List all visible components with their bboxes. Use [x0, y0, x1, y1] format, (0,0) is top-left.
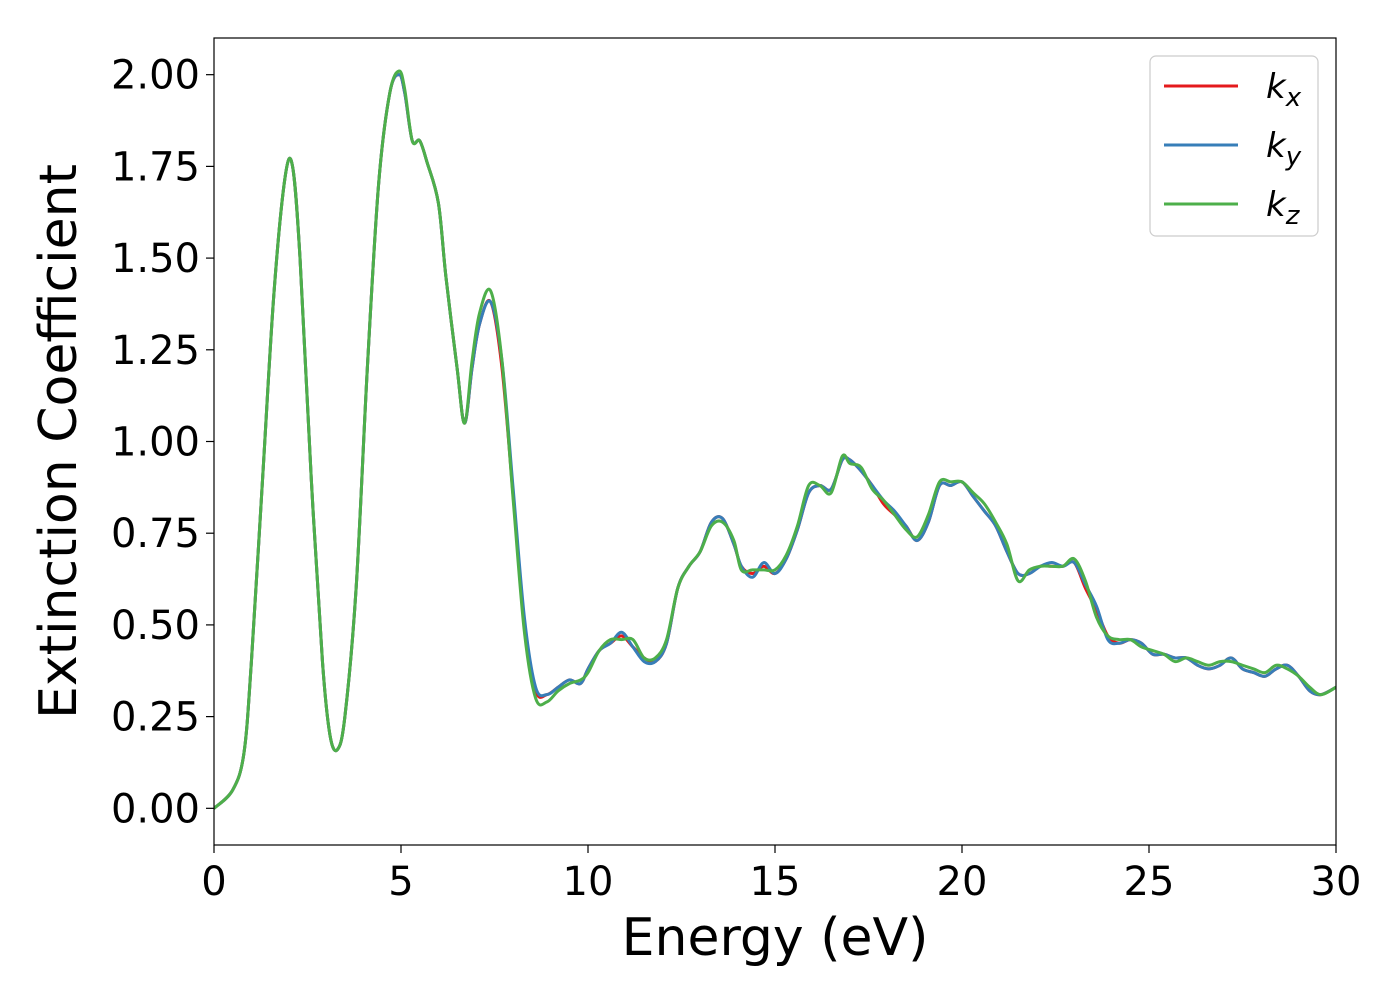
y-axis-label: Extinction Coefficient — [29, 164, 89, 719]
x-tick-label: 15 — [750, 859, 801, 905]
legend-label-main: k — [1266, 185, 1287, 225]
x-tick-label: 5 — [388, 859, 413, 905]
y-tick-label: 0.50 — [111, 603, 200, 649]
legend-label: kx — [1266, 67, 1302, 113]
x-tick-label: 10 — [563, 859, 614, 905]
legend-label: kz — [1266, 185, 1301, 231]
y-tick-label: 1.00 — [111, 420, 200, 466]
x-axis-label: Energy (eV) — [622, 908, 929, 968]
y-tick-label: 1.75 — [111, 144, 200, 190]
y-tick-label: 1.25 — [111, 328, 200, 374]
legend-label-main: k — [1266, 67, 1287, 107]
legend-item-ky: ky — [1164, 126, 1302, 172]
legend-label-subscript: x — [1285, 83, 1302, 113]
legend-label: ky — [1266, 126, 1302, 172]
series-layer — [214, 69, 1336, 810]
x-axis: 0 5 10 15 20 25 30 — [201, 845, 1361, 905]
series-line-kz — [214, 69, 1336, 810]
y-tick-label: 0.25 — [111, 695, 200, 741]
y-tick-label: 0.75 — [111, 511, 200, 557]
legend-item-kx: kx — [1164, 67, 1302, 113]
legend-item-kz: kz — [1164, 185, 1301, 231]
x-tick-label: 25 — [1124, 859, 1175, 905]
legend-label-subscript: z — [1285, 201, 1301, 231]
x-tick-label: 30 — [1311, 859, 1362, 905]
legend-label-main: k — [1266, 126, 1287, 166]
legend-label-subscript: y — [1285, 142, 1302, 172]
y-tick-label: 2.00 — [111, 53, 200, 99]
y-tick-label: 1.50 — [111, 236, 200, 282]
x-tick-label: 0 — [201, 859, 226, 905]
y-tick-label: 0.00 — [111, 786, 200, 832]
y-axis: 0.00 0.25 0.50 0.75 1.00 1.25 1.50 1.75 2.00 — [111, 53, 214, 832]
x-tick-label: 20 — [937, 859, 988, 905]
